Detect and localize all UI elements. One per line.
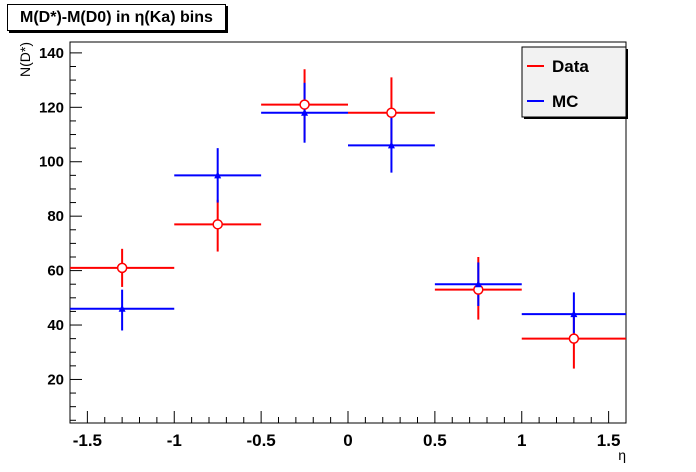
mc-point — [387, 141, 395, 149]
chart-title: M(D*)-M(D0) in η(Ka) bins — [7, 4, 226, 31]
legend-label-mc: MC — [552, 92, 578, 111]
y-tick-label: 140 — [39, 45, 64, 62]
mc-point — [214, 171, 222, 179]
data-point — [386, 107, 397, 119]
markers-mc — [118, 108, 578, 318]
mc-point — [118, 304, 126, 312]
x-tick-label: 0.5 — [423, 431, 447, 450]
y-tick-label: 20 — [47, 371, 64, 388]
x-tick-label: -0.5 — [246, 431, 275, 450]
mc-point — [474, 280, 482, 288]
mc-point — [301, 108, 309, 116]
series-mc — [70, 82, 626, 334]
y-axis-title: N(D*) — [17, 42, 33, 77]
data-point — [568, 333, 580, 344]
x-axis-title: η — [618, 447, 626, 463]
markers-data — [116, 99, 580, 344]
axes: -1.5 -1 -0.5 0 0.5 1 1.5 20 40 60 80 100 120 140 η N(D*… — [17, 41, 627, 463]
legend: Data MC — [521, 46, 628, 119]
y-tick-label: 60 — [47, 263, 64, 280]
y-tick-label: 120 — [39, 99, 64, 116]
x-tick-label: 0 — [343, 431, 352, 450]
data-point — [212, 219, 223, 230]
x-tick-label: 1.5 — [597, 431, 621, 450]
x-tick-label: 1 — [517, 431, 526, 450]
data-point — [299, 99, 310, 110]
legend-box — [521, 46, 627, 118]
x-tick-label: -1.5 — [73, 431, 102, 450]
x-tick-label: -1 — [167, 431, 182, 450]
mc-point — [570, 310, 578, 318]
data-point — [116, 262, 128, 274]
series-layer — [70, 69, 626, 369]
y-tick-label: 100 — [39, 154, 64, 171]
y-tick-label: 80 — [47, 208, 64, 225]
y-tick-label: 40 — [47, 317, 64, 334]
legend-label-data: Data — [552, 57, 589, 76]
